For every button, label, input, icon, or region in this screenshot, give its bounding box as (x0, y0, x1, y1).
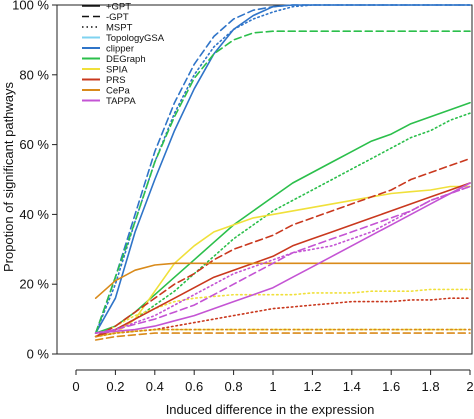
axes: 0 % 20 % 40 % 60 % 80 % 100 % 0 0.2 0.4 0.6 0.8 1 1.… (12, 0, 473, 394)
series-line-cepa-solid (94, 262, 471, 300)
legend-label: TAPPA (106, 96, 136, 107)
x-tick-label: 1.2 (303, 379, 321, 394)
series-line-spia-solid (94, 185, 471, 338)
plot-border (56, 4, 473, 355)
x-tick-label: 0.6 (185, 379, 203, 394)
series-line-prs-solid (94, 182, 471, 338)
y-tick-label: 80 % (19, 67, 49, 82)
legend-label: MSPT (106, 23, 133, 34)
x-tick-label: 1.8 (422, 379, 440, 394)
legend-label: CePa (106, 86, 130, 97)
series-line-prs-dashed (94, 157, 471, 338)
plot-area (56, 4, 473, 355)
x-tick-label: 0 (72, 379, 79, 394)
legend-label: +GPT (106, 2, 131, 13)
legend-label: DEGraph (106, 54, 146, 65)
series-line-clipper-dotted (94, 4, 471, 334)
x-tick-label: 1 (269, 379, 276, 394)
legend-label: SPIA (106, 65, 128, 76)
series-line-tappa-dotted (94, 185, 471, 334)
series-line-clipper-solid (94, 4, 471, 334)
x-tick-label: 2 (466, 379, 473, 394)
x-tick-label: 1.6 (382, 379, 400, 394)
x-tick-label: 0.8 (225, 379, 243, 394)
series-line-clipper-dashed (94, 4, 471, 334)
x-tick-label: 0.2 (106, 379, 124, 394)
series-line-tappa-dashed (94, 185, 471, 334)
series-line-tappa-solid (94, 182, 471, 334)
series-line-cepa-dashed (94, 332, 471, 341)
x-tick-label: 1.4 (343, 379, 361, 394)
x-tick-label: 0.4 (146, 379, 164, 394)
x-axis-label: Induced difference in the expression (166, 402, 375, 417)
legend-label: TopologyGSA (106, 33, 165, 44)
legend: +GPT-GPTMSPTTopologyGSAclipperDEGraphSPI… (82, 2, 165, 107)
y-tick-label: 100 % (12, 0, 49, 13)
legend-label: PRS (106, 75, 126, 86)
y-axis-label: Propotion of significant pathways (1, 81, 16, 272)
y-tick-label: 20 % (19, 277, 49, 292)
y-tick-label: 60 % (19, 137, 49, 152)
series-line-degraph-solid (94, 101, 471, 334)
legend-label: clipper (106, 44, 134, 55)
series-lines (94, 4, 471, 341)
series-line-degraph-dashed (94, 30, 471, 334)
y-tick-label: 40 % (19, 207, 49, 222)
series-line-degraph-dotted (94, 112, 471, 334)
series-line-cepa-dotted (94, 328, 471, 338)
legend-label: -GPT (106, 12, 129, 23)
y-tick-label: 0 % (27, 347, 50, 362)
